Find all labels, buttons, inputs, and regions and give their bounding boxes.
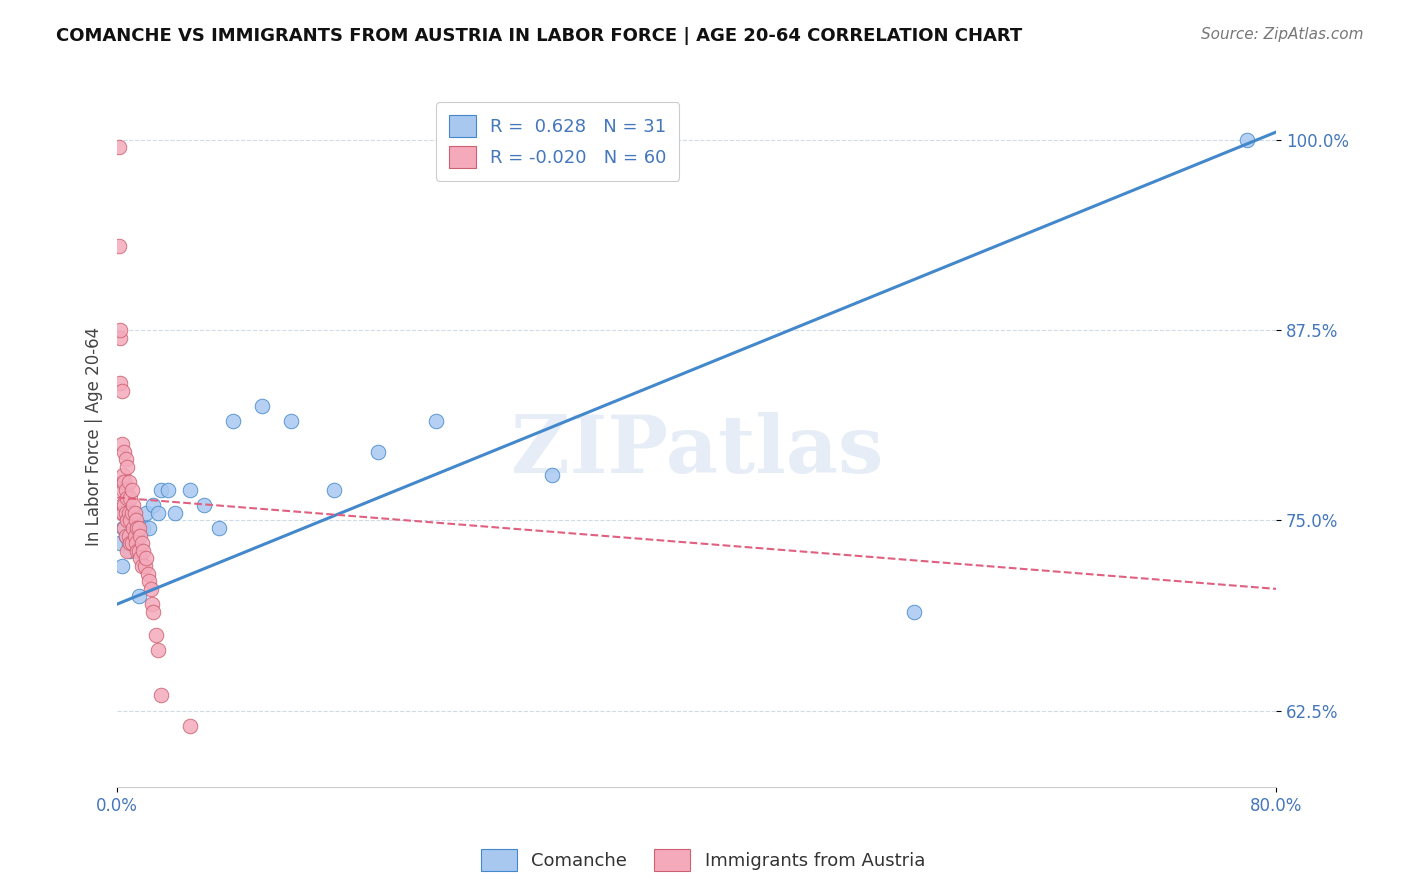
Point [108,536,131,550]
Point [280,414,302,428]
Point [114,506,136,520]
Point [115,506,138,520]
Text: COMANCHE VS IMMIGRANTS FROM AUSTRIA IN LABOR FORCE | AGE 20-64 CORRELATION CHART: COMANCHE VS IMMIGRANTS FROM AUSTRIA IN L… [56,27,1022,45]
Point [111,483,134,497]
Point [145,627,167,641]
Point [146,506,169,520]
Point [114,475,136,490]
Point [121,483,143,497]
Point [323,483,346,497]
Point [118,536,141,550]
Point [118,506,141,520]
Point [117,543,139,558]
Point [110,437,132,451]
Point [139,582,162,596]
Point [127,521,149,535]
Point [117,460,139,475]
Point [128,543,150,558]
Point [110,506,132,520]
Point [131,536,153,550]
Point [149,689,172,703]
Point [138,521,160,535]
Point [114,445,136,459]
Point [121,536,143,550]
Point [540,467,562,482]
Point [115,528,138,542]
Point [425,414,447,428]
Point [128,521,150,535]
Point [118,475,141,490]
Point [118,528,141,542]
Point [110,498,132,512]
Point [107,239,129,253]
Point [179,483,201,497]
Point [108,330,131,344]
Point [122,521,145,535]
Point [108,376,131,391]
Point [110,475,132,490]
Point [110,559,132,574]
Point [114,498,136,512]
Point [142,605,165,619]
Point [110,384,132,398]
Point [129,551,152,566]
Point [108,323,131,337]
Point [903,605,925,619]
Text: ZIPatlas: ZIPatlas [510,411,883,490]
Point [135,506,157,520]
Point [1236,133,1258,147]
Point [131,559,153,574]
Point [149,483,172,497]
Point [146,642,169,657]
Point [111,521,134,535]
Point [122,498,145,512]
Point [127,543,149,558]
Point [222,414,245,428]
Point [124,528,146,542]
Point [125,513,148,527]
Point [115,528,138,542]
Point [141,597,163,611]
Point [125,536,148,550]
Point [120,513,142,527]
Point [193,498,215,512]
Point [124,506,146,520]
Point [120,536,142,550]
Point [134,559,156,574]
Point [129,528,152,542]
Point [117,513,139,527]
Point [111,506,134,520]
Legend: R =  0.628   N = 31, R = -0.020   N = 60: R = 0.628 N = 31, R = -0.020 N = 60 [436,103,679,181]
Point [367,445,389,459]
Point [114,521,136,535]
Point [136,566,159,581]
Point [107,140,129,154]
Point [111,467,134,482]
Point [117,491,139,505]
Point [128,590,150,604]
Point [120,543,142,558]
Point [121,506,143,520]
Point [250,399,273,413]
Point [179,719,201,733]
Y-axis label: In Labor Force | Age 20-64: In Labor Force | Age 20-64 [86,327,103,546]
Point [132,521,155,535]
Point [121,506,143,520]
Text: Source: ZipAtlas.com: Source: ZipAtlas.com [1201,27,1364,42]
Point [132,543,155,558]
Point [207,521,229,535]
Point [120,491,142,505]
Point [115,483,138,497]
Point [135,551,157,566]
Point [117,498,139,512]
Point [124,528,146,542]
Point [165,506,187,520]
Point [138,574,160,589]
Point [142,498,165,512]
Legend: Comanche, Immigrants from Austria: Comanche, Immigrants from Austria [474,842,932,879]
Point [156,483,179,497]
Point [115,452,138,467]
